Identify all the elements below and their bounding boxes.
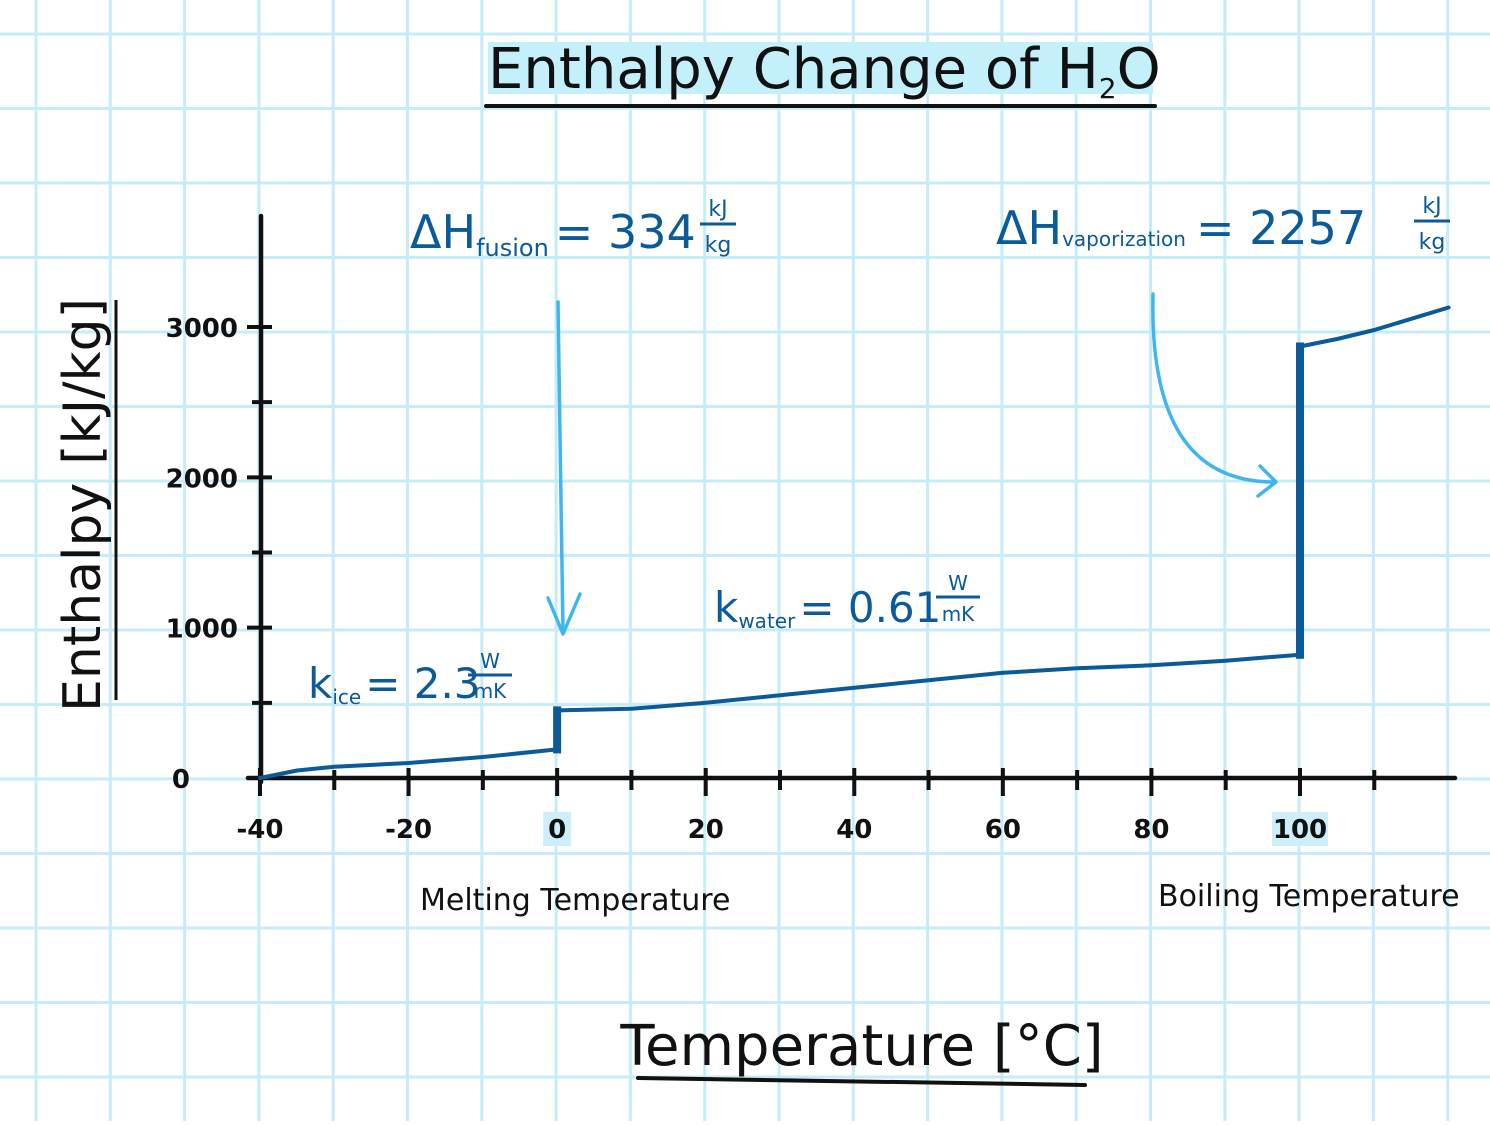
y-tick-label: 3000 xyxy=(166,314,238,344)
k-ice-unit-num: W xyxy=(480,649,500,673)
arrow-vaporization-head xyxy=(1256,464,1278,498)
arrow-vaporization xyxy=(1151,292,1278,498)
boiling-temperature-label: Boiling Temperature xyxy=(1158,879,1460,914)
annotation-k-ice: kice= 2.3 W mK xyxy=(308,649,512,709)
fusion-label: ΔHfusion = 334 xyxy=(410,205,696,262)
y-axis-label: Enthalpy[kJ/kg] xyxy=(53,298,113,712)
vaporization-unit-den: kg xyxy=(1419,230,1446,255)
x-axis-label-underline xyxy=(636,1076,1087,1087)
y-axis-label-text: Enthalpy[kJ/kg] xyxy=(53,298,113,712)
x-tick-label: 0 xyxy=(548,815,566,845)
melting-temperature-label: Melting Temperature xyxy=(420,883,730,918)
annotation-k-water: kwater= 0.61 W mK xyxy=(714,571,980,633)
x-tick-highlight xyxy=(1272,812,1328,846)
annotation-vaporization: ΔHvaporization = 2257 kJ kg xyxy=(996,194,1450,255)
y-tick-label: 1000 xyxy=(166,615,238,645)
x-tick-label: 60 xyxy=(985,815,1021,845)
k-water-unit-den: mK xyxy=(942,602,975,626)
x-tick-label: 20 xyxy=(688,815,724,845)
x-tick-label: -20 xyxy=(385,815,432,845)
fusion-unit-den: kg xyxy=(705,233,732,258)
y-tick-label: 0 xyxy=(172,765,190,795)
x-tick-highlight xyxy=(543,812,572,846)
y-tick-label: 2000 xyxy=(166,464,238,494)
vaporization-label: ΔHvaporization = 2257 xyxy=(996,201,1366,255)
x-tick-label: 100 xyxy=(1273,815,1327,845)
k-ice-label: kice= 2.3 xyxy=(308,659,481,709)
k-water-label: kwater= 0.61 xyxy=(714,583,941,633)
x-tick-label: 80 xyxy=(1133,815,1169,845)
k-water-unit-num: W xyxy=(948,571,968,595)
series-layer xyxy=(258,305,1451,780)
fusion-unit-num: kJ xyxy=(708,197,727,222)
x-tick-label: 40 xyxy=(836,815,872,845)
annotation-fusion: ΔHfusion = 334 kJ kg xyxy=(410,197,736,262)
k-ice-unit-den: mK xyxy=(474,679,507,703)
arrow-fusion-shaft xyxy=(556,300,565,634)
x-axis-label: Temperature [°C] xyxy=(619,1014,1103,1079)
x-tick-label: -40 xyxy=(237,815,284,845)
arrow-fusion xyxy=(546,300,582,636)
arrow-fusion-head xyxy=(546,592,582,636)
arrow-vaporization-shaft xyxy=(1151,292,1276,484)
axes xyxy=(245,213,1458,785)
title-text: Enthalpy Change of H2O xyxy=(488,37,1161,105)
chart-title: Enthalpy Change of H2O xyxy=(484,37,1161,108)
vaporization-unit-num: kJ xyxy=(1422,194,1441,219)
title-highlight xyxy=(488,42,1153,94)
